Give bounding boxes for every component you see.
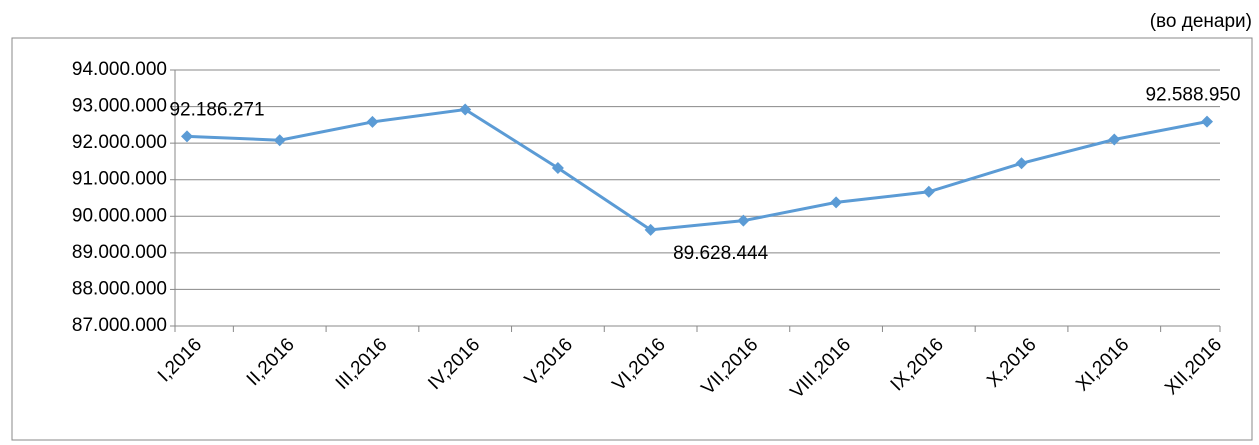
line: [186, 107, 1208, 232]
y-tick-label: 88.000.000: [72, 278, 167, 299]
marker: [273, 134, 286, 147]
data-label: 92.186.271: [169, 99, 264, 120]
marker: [644, 223, 657, 236]
marker: [551, 162, 564, 175]
y-tick-label: 90.000.000: [72, 205, 167, 226]
y-tick-label: 93.000.000: [72, 96, 167, 117]
y-tick-label: 87.000.000: [72, 315, 167, 336]
y-tick-label: 92.000.000: [72, 132, 167, 153]
data-label: 92.588.950: [1145, 85, 1240, 106]
marker: [1015, 157, 1028, 170]
y-tick-label: 94.000.000: [72, 59, 167, 80]
y-tick-label: 91.000.000: [72, 169, 167, 190]
marker: [830, 196, 843, 209]
unit-note: (во денари): [1150, 11, 1252, 32]
marker: [366, 115, 379, 128]
marker: [459, 103, 472, 116]
marker: [922, 185, 935, 198]
data-label: 89.628.444: [673, 243, 769, 264]
marker: [737, 214, 750, 227]
y-tick-label: 89.000.000: [72, 242, 167, 263]
chart-border: [11, 37, 1253, 441]
marker: [1201, 115, 1213, 128]
marker: [1108, 133, 1121, 146]
marker: [181, 130, 193, 143]
